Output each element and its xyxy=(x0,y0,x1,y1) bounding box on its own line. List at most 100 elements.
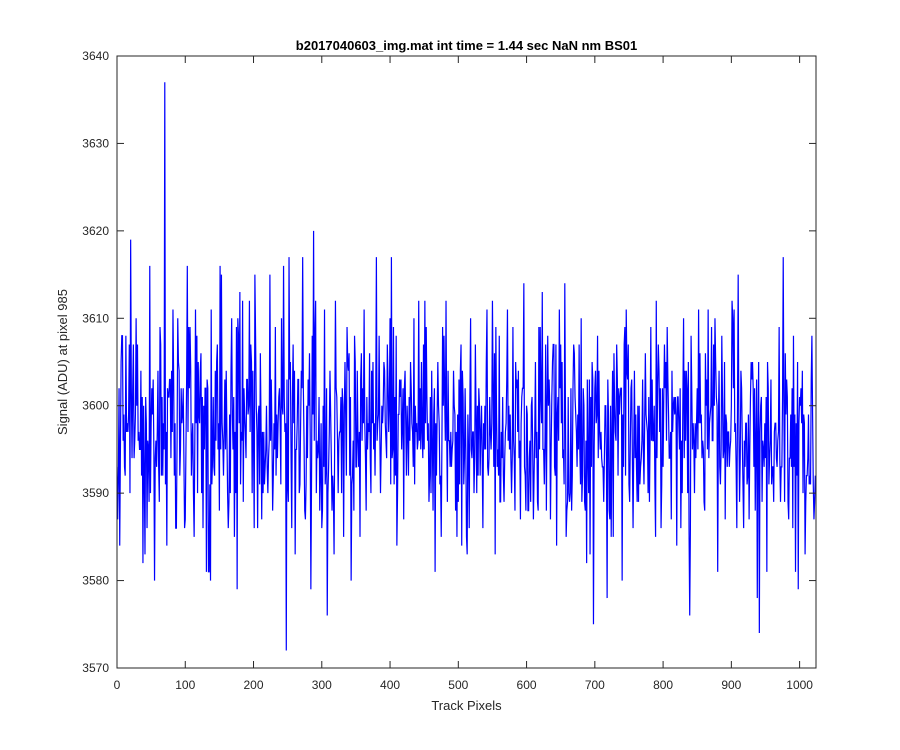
data-point xyxy=(585,510,586,511)
data-point xyxy=(805,554,806,555)
data-point xyxy=(470,318,471,319)
data-point xyxy=(143,563,144,564)
data-point xyxy=(745,467,746,468)
y-tick-label: 3570 xyxy=(82,661,109,675)
data-point xyxy=(663,467,664,468)
data-point xyxy=(240,292,241,293)
data-point xyxy=(759,633,760,634)
data-point xyxy=(289,257,290,258)
data-point xyxy=(134,458,135,459)
data-point xyxy=(783,257,784,258)
data-point xyxy=(679,449,680,450)
x-tick-label: 900 xyxy=(721,678,741,692)
data-point xyxy=(442,440,443,441)
data-point xyxy=(330,370,331,371)
data-point xyxy=(324,309,325,310)
data-point xyxy=(483,528,484,529)
data-point xyxy=(137,344,138,345)
data-point xyxy=(700,353,701,354)
data-point xyxy=(169,379,170,380)
data-point xyxy=(791,467,792,468)
data-point xyxy=(767,572,768,573)
data-point xyxy=(208,572,209,573)
data-point xyxy=(491,449,492,450)
data-point xyxy=(560,344,561,345)
data-point xyxy=(182,423,183,424)
y-tick-label: 3580 xyxy=(82,574,109,588)
data-point xyxy=(812,335,813,336)
data-point xyxy=(294,370,295,371)
data-point xyxy=(691,388,692,389)
series-layer xyxy=(117,82,816,651)
x-tick-label: 800 xyxy=(653,678,673,692)
data-point xyxy=(779,327,780,328)
data-point xyxy=(431,493,432,494)
data-point xyxy=(519,440,520,441)
data-point xyxy=(675,397,676,398)
data-point xyxy=(757,598,758,599)
data-point xyxy=(638,502,639,503)
data-point xyxy=(252,493,253,494)
data-point xyxy=(548,405,549,406)
data-point xyxy=(622,580,623,581)
data-point xyxy=(532,397,533,398)
data-point xyxy=(195,309,196,310)
data-point xyxy=(696,458,697,459)
data-point xyxy=(536,458,537,459)
data-point xyxy=(601,458,602,459)
y-tick-label: 3640 xyxy=(82,49,109,63)
data-point xyxy=(634,370,635,371)
data-point xyxy=(267,467,268,468)
data-point xyxy=(343,537,344,538)
chart-title: b2017040603_img.mat int time = 1.44 sec … xyxy=(296,38,637,53)
data-point xyxy=(152,414,153,415)
y-tick-label: 3590 xyxy=(82,486,109,500)
data-point xyxy=(753,388,754,389)
data-point xyxy=(158,370,159,371)
data-point xyxy=(618,475,619,476)
data-point xyxy=(499,335,500,336)
data-point xyxy=(223,475,224,476)
data-point xyxy=(286,650,287,651)
data-point xyxy=(234,537,235,538)
data-point xyxy=(216,362,217,363)
data-point xyxy=(122,335,123,336)
data-point xyxy=(255,274,256,275)
data-point xyxy=(305,519,306,520)
data-point xyxy=(125,475,126,476)
data-point xyxy=(243,502,244,503)
data-point xyxy=(474,458,475,459)
data-point xyxy=(297,423,298,424)
y-tick-label: 3620 xyxy=(82,224,109,238)
data-point xyxy=(161,475,162,476)
data-point xyxy=(775,423,776,424)
data-point xyxy=(762,440,763,441)
data-point xyxy=(712,440,713,441)
data-point xyxy=(423,458,424,459)
data-point xyxy=(581,318,582,319)
data-point xyxy=(395,475,396,476)
data-point xyxy=(188,327,189,328)
data-point xyxy=(308,379,309,380)
data-point xyxy=(300,484,301,485)
data-point xyxy=(237,589,238,590)
data-point xyxy=(335,301,336,302)
data-point xyxy=(407,405,408,406)
data-point xyxy=(203,528,204,529)
data-point xyxy=(801,423,802,424)
data-point xyxy=(741,370,742,371)
data-point xyxy=(704,502,705,503)
data-point xyxy=(373,449,374,450)
data-point xyxy=(524,283,525,284)
data-point xyxy=(351,580,352,581)
data-point xyxy=(278,423,279,424)
data-point xyxy=(130,239,131,240)
data-point xyxy=(229,502,230,503)
data-point xyxy=(332,475,333,476)
data-point xyxy=(311,589,312,590)
data-point xyxy=(388,432,389,433)
data-point xyxy=(263,432,264,433)
x-tick-label: 200 xyxy=(244,678,264,692)
data-point xyxy=(257,528,258,529)
data-point xyxy=(327,615,328,616)
